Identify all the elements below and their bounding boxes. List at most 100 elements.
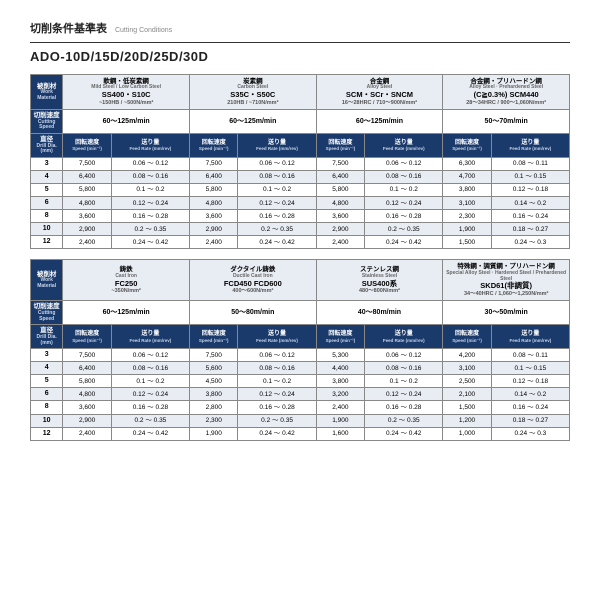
rpm-header: 回転速度Speed (min⁻¹) [189,134,238,158]
feed-cell: 0.16 ～ 0.28 [111,210,189,223]
feed-cell: 0.12 ～ 0.24 [365,388,443,401]
rpm-cell: 2,900 [316,223,365,236]
feed-cell: 0.08 ～ 0.16 [238,362,316,375]
rpm-cell: 2,300 [443,210,492,223]
rpm-cell: 3,600 [63,210,112,223]
rpm-cell: 1,600 [316,427,365,440]
rpm-cell: 7,500 [63,349,112,362]
rpm-cell: 5,600 [189,362,238,375]
rpm-cell: 3,800 [316,375,365,388]
rpm-cell: 4,700 [443,171,492,184]
feed-cell: 0.24 ～ 0.3 [491,236,569,249]
rpm-cell: 3,600 [63,401,112,414]
feed-cell: 0.24 ～ 0.42 [111,236,189,249]
speed-cell-2: 40～80m/min [316,301,443,325]
rpm-cell: 1,900 [316,414,365,427]
table-row: 102,9000.2 ～ 0.352,9000.2 ～ 0.352,9000.2… [31,223,570,236]
feed-cell: 0.06 ～ 0.12 [111,349,189,362]
feed-cell: 0.1 ～ 0.2 [111,184,189,197]
table-row: 83,6000.16 ～ 0.283,6000.16 ～ 0.283,6000.… [31,210,570,223]
table-row: 102,9000.2 ～ 0.352,3000.2 ～ 0.351,9000.2… [31,414,570,427]
rpm-cell: 3,200 [316,388,365,401]
feed-cell: 0.08 ～ 0.16 [111,171,189,184]
table-row: 64,8000.12 ～ 0.243,8000.12 ～ 0.243,2000.… [31,388,570,401]
speed-cell-0: 60～125m/min [63,110,190,134]
feed-cell: 0.08 ～ 0.11 [491,349,569,362]
diameter-cell: 8 [31,210,63,223]
cutting-speed-header: 切削速度Cutting Speed [31,301,63,325]
diameter-cell: 5 [31,375,63,388]
feed-cell: 0.1 ～ 0.2 [238,184,316,197]
speed-cell-1: 50～80m/min [189,301,316,325]
rpm-cell: 1,000 [443,427,492,440]
table-row: 37,5000.06 ～ 0.127,5000.06 ～ 0.125,3000.… [31,349,570,362]
feed-cell: 0.24 ～ 0.42 [238,427,316,440]
feed-cell: 0.16 ～ 0.24 [491,210,569,223]
diameter-cell: 8 [31,401,63,414]
rpm-cell: 1,500 [443,236,492,249]
table-row: 55,8000.1 ～ 0.24,5000.1 ～ 0.23,8000.1 ～ … [31,375,570,388]
diameter-cell: 6 [31,388,63,401]
diameter-cell: 10 [31,414,63,427]
diameter-cell: 10 [31,223,63,236]
rpm-cell: 6,400 [63,171,112,184]
speed-cell-0: 60～125m/min [63,301,190,325]
feed-cell: 0.06 ～ 0.12 [238,158,316,171]
rpm-cell: 2,400 [189,236,238,249]
feed-cell: 0.12 ～ 0.24 [111,388,189,401]
rpm-header: 回転速度Speed (min⁻¹) [316,325,365,349]
work-material-header: 被削材Work Material [31,260,63,301]
feed-cell: 0.1 ～ 0.2 [111,375,189,388]
feed-header: 送り量Feed Rate (mm/rev) [111,325,189,349]
feed-cell: 0.1 ～ 0.15 [491,362,569,375]
rpm-cell: 3,100 [443,362,492,375]
material-header-3: 合金鋼・プリハードン鋼Alloy Steel · Prehardened Ste… [443,75,570,110]
feed-cell: 0.12 ～ 0.18 [491,375,569,388]
rpm-cell: 5,800 [316,184,365,197]
feed-header: 送り量Feed Rate (mm/rev) [365,325,443,349]
feed-cell: 0.1 ～ 0.2 [365,184,443,197]
diameter-cell: 12 [31,236,63,249]
feed-header: 送り量Feed Rate (mm/rev) [491,325,569,349]
table-row: 46,4000.08 ～ 0.166,4000.08 ～ 0.166,4000.… [31,171,570,184]
rpm-cell: 2,100 [443,388,492,401]
rpm-cell: 5,800 [189,184,238,197]
table-row: 122,4000.24 ～ 0.421,9000.24 ～ 0.421,6000… [31,427,570,440]
rpm-cell: 3,800 [189,388,238,401]
rpm-cell: 7,500 [63,158,112,171]
rpm-cell: 6,400 [63,362,112,375]
rpm-cell: 4,800 [189,197,238,210]
rpm-cell: 3,800 [443,184,492,197]
rpm-cell: 2,400 [63,236,112,249]
feed-cell: 0.16 ～ 0.24 [491,401,569,414]
feed-cell: 0.08 ～ 0.16 [238,171,316,184]
feed-cell: 0.12 ～ 0.24 [365,197,443,210]
table-row: 64,8000.12 ～ 0.244,8000.12 ～ 0.244,8000.… [31,197,570,210]
rpm-cell: 2,300 [189,414,238,427]
feed-header: 送り量Feed Rate (mm/rev) [238,325,316,349]
diameter-header: 直径Drill Dia. (mm) [31,325,63,349]
diameter-cell: 6 [31,197,63,210]
rpm-cell: 4,800 [63,197,112,210]
feed-header: 送り量Feed Rate (mm/rev) [365,134,443,158]
rpm-cell: 6,400 [189,171,238,184]
title-block: 切削条件基準表 Cutting Conditions [30,20,570,36]
feed-cell: 0.2 ～ 0.35 [365,223,443,236]
rpm-cell: 3,600 [189,210,238,223]
rpm-header: 回転速度Speed (min⁻¹) [189,325,238,349]
material-header-2: 合金鋼Alloy SteelSCM・SCr・SNCM16～28HRC / 710… [316,75,443,110]
feed-cell: 0.1 ～ 0.2 [238,375,316,388]
table-row: 122,4000.24 ～ 0.422,4000.24 ～ 0.422,4000… [31,236,570,249]
diameter-cell: 12 [31,427,63,440]
feed-cell: 0.24 ～ 0.3 [491,427,569,440]
rpm-cell: 4,400 [316,362,365,375]
feed-cell: 0.12 ～ 0.24 [111,197,189,210]
title-rule [30,42,570,43]
rpm-cell: 6,400 [316,171,365,184]
rpm-header: 回転速度Speed (min⁻¹) [63,134,112,158]
material-header-1: 炭素鋼Carbon SteelS35C・S50C210HB / ~710N/mm… [189,75,316,110]
rpm-cell: 4,800 [316,197,365,210]
feed-cell: 0.16 ～ 0.28 [238,210,316,223]
feed-cell: 0.12 ～ 0.24 [238,197,316,210]
diameter-header: 直径Drill Dia. (mm) [31,134,63,158]
